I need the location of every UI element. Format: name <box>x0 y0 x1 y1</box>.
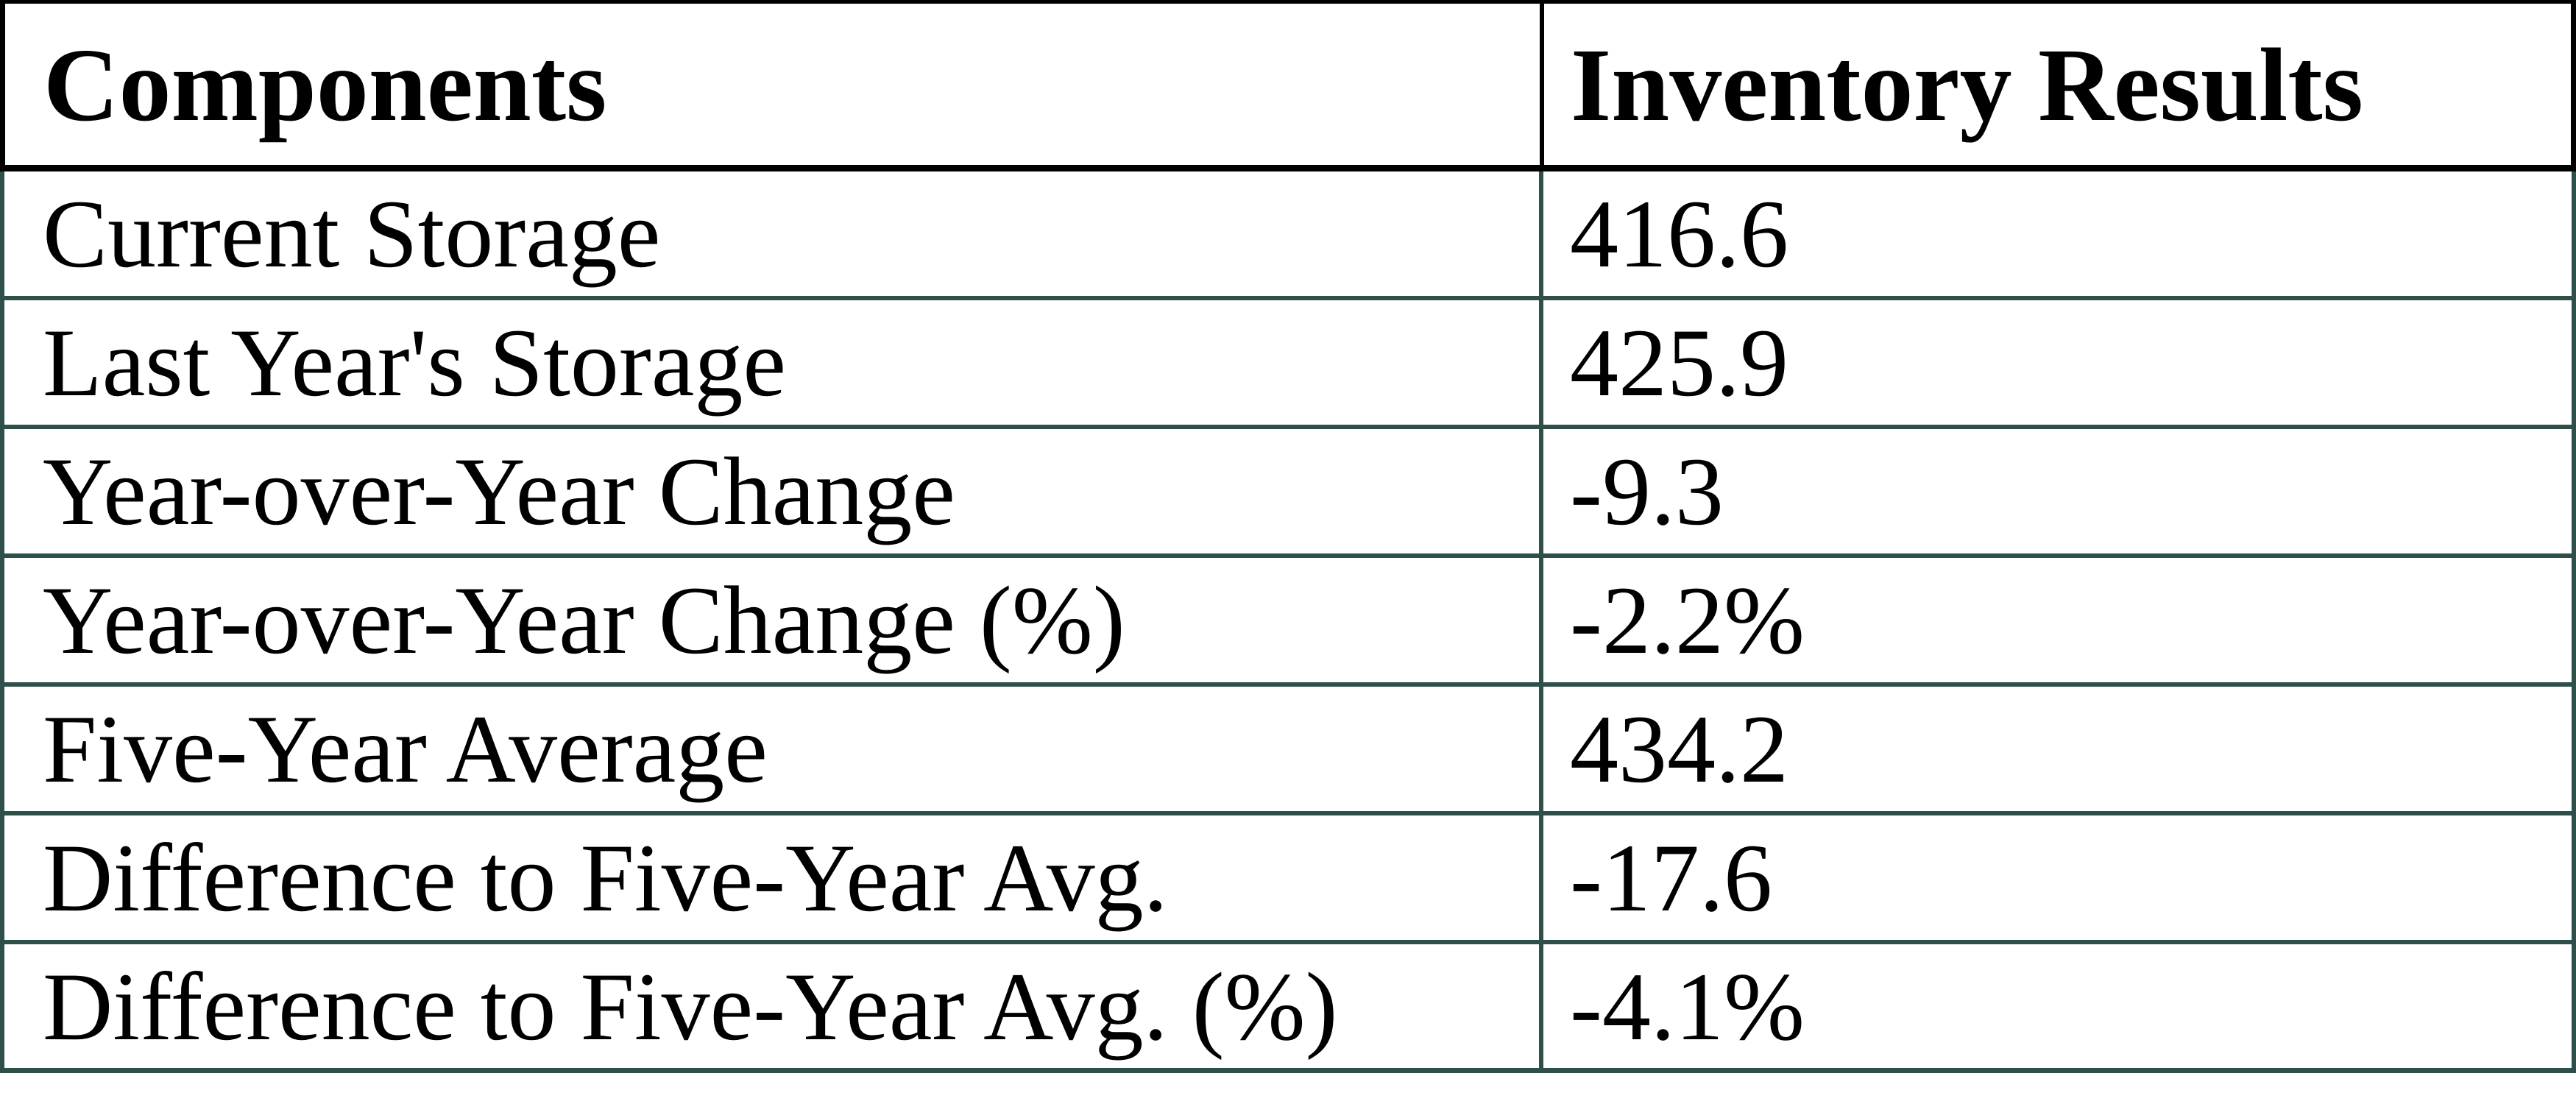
table-row: Current Storage 416.6 <box>0 171 2576 300</box>
component-cell: Current Storage <box>4 171 1543 296</box>
component-cell: Five-Year Average <box>4 687 1543 811</box>
inventory-results-table: Components Inventory Results Current Sto… <box>0 0 2576 1073</box>
table-row: Year-over-Year Change (%) -2.2% <box>0 558 2576 687</box>
component-cell: Year-over-Year Change (%) <box>4 558 1543 682</box>
component-cell: Last Year's Storage <box>4 300 1543 425</box>
table-header-row: Components Inventory Results <box>0 4 2576 171</box>
component-cell: Difference to Five-Year Avg. (%) <box>4 944 1543 1068</box>
component-cell: Difference to Five-Year Avg. <box>4 815 1543 940</box>
value-cell: -9.3 <box>1570 437 1724 545</box>
table-row: Year-over-Year Change -9.3 <box>0 429 2576 558</box>
value-cell: -17.6 <box>1570 824 1772 932</box>
inventory-results-column-header: Inventory Results <box>1571 26 2363 143</box>
components-column-header: Components <box>5 4 1544 165</box>
value-cell: -2.2% <box>1570 566 1805 674</box>
table-row: Difference to Five-Year Avg. -17.6 <box>0 815 2576 944</box>
table-row: Last Year's Storage 425.9 <box>0 300 2576 429</box>
value-cell: 434.2 <box>1570 695 1788 803</box>
table-row: Five-Year Average 434.2 <box>0 687 2576 815</box>
component-cell: Year-over-Year Change <box>4 429 1543 553</box>
value-cell: 416.6 <box>1570 180 1788 288</box>
value-cell: 425.9 <box>1570 308 1788 417</box>
value-cell: -4.1% <box>1570 952 1805 1061</box>
table-row: Difference to Five-Year Avg. (%) -4.1% <box>0 944 2576 1073</box>
